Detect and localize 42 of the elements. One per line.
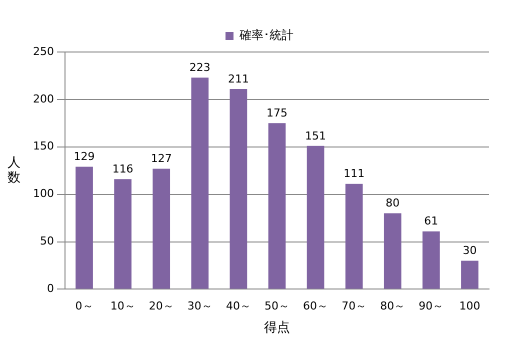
bar [152,168,170,289]
data-label: 30 [462,244,477,258]
bar [422,231,440,289]
y-axis-title: 人数 [8,155,20,186]
x-tick-label: 30～ [187,300,212,313]
bar [230,89,248,289]
x-axis-title: 得点 [264,320,290,336]
data-label: 151 [305,129,326,142]
x-tick-label: 80～ [380,300,406,313]
y-tick-label: 100 [32,187,54,200]
data-label: 223 [189,60,210,74]
data-label: 116 [112,162,134,176]
x-tick-label: 90～ [418,300,444,313]
bar [268,123,286,289]
bar [461,260,478,289]
x-tick-label: 70～ [342,300,367,313]
x-tick-label: 20～ [148,300,174,313]
data-label: 80 [386,196,400,210]
bar [76,166,93,289]
data-label: 129 [74,150,95,164]
y-tick-label: 250 [32,44,54,58]
data-label: 175 [266,106,288,120]
x-tick-label: 100 [459,300,480,313]
bar [345,184,363,289]
y-tick-label: 200 [32,92,54,106]
bar [384,213,402,289]
bar [191,78,209,289]
x-tick-label: 60～ [303,300,328,313]
x-tick-label: 50～ [264,300,290,313]
x-tick-label: 40～ [226,300,251,313]
x-tick-label: 0～ [75,300,94,313]
y-tick-label: 50 [40,234,54,248]
data-label: 211 [228,72,249,86]
bar [306,146,324,289]
y-tick-label: 150 [32,140,54,153]
data-label: 61 [424,214,438,228]
legend-label: 確率･統計 [238,28,294,42]
data-label: 111 [344,167,365,180]
x-tick-label: 10～ [110,300,136,313]
bar [114,179,132,289]
y-tick-label: 0 [46,282,54,296]
data-label: 127 [150,152,172,166]
